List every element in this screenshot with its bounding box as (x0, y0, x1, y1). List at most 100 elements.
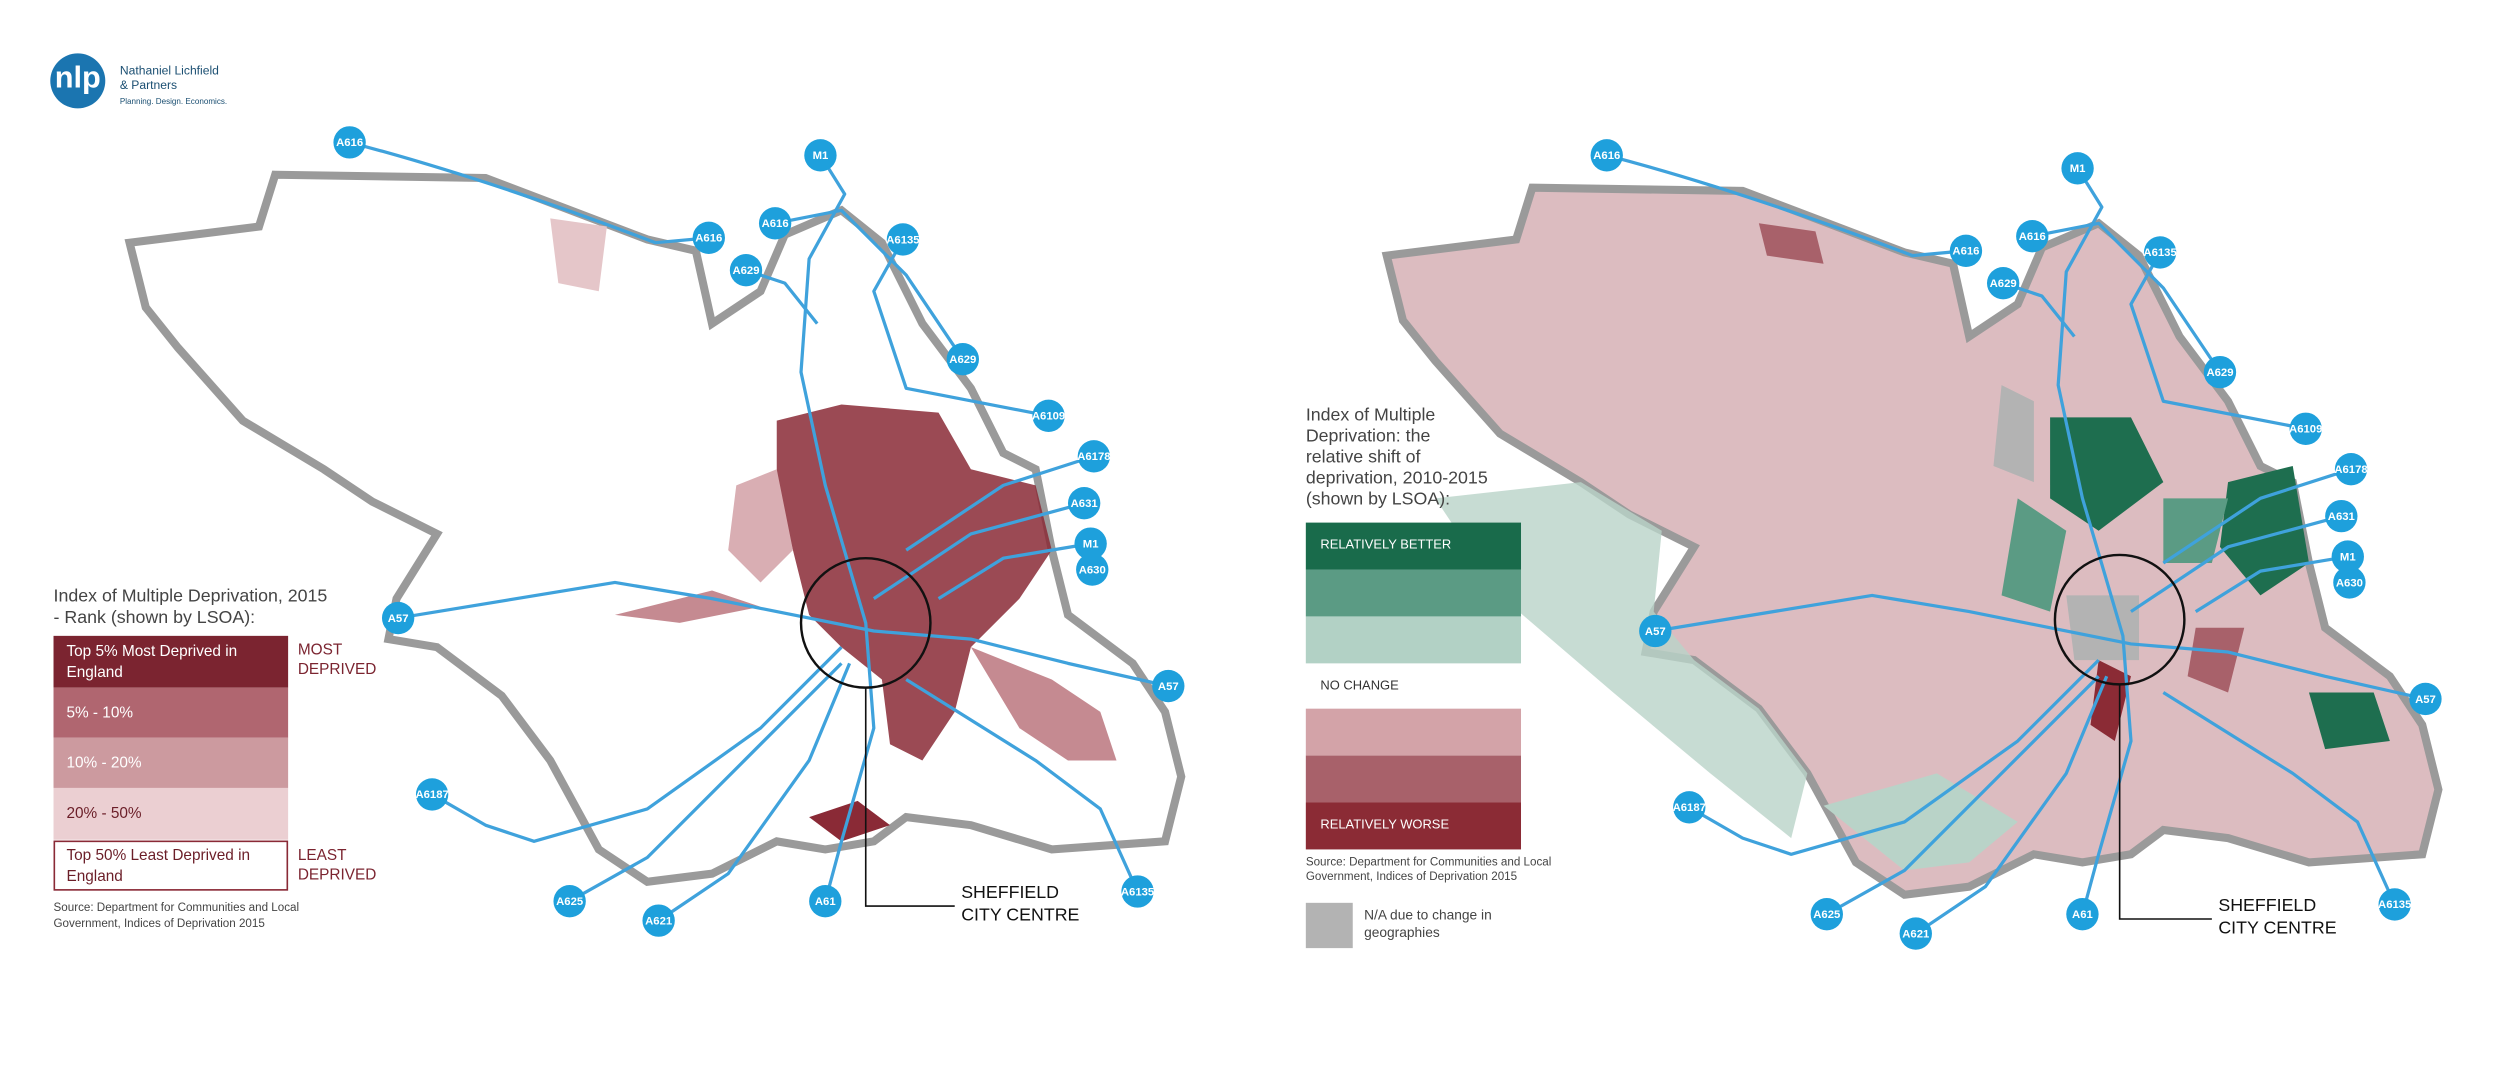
road-label: A57 (1158, 681, 1179, 693)
road-label: A631 (1071, 498, 1098, 510)
source-note: Government, Indices of Deprivation 2015 (1306, 870, 1517, 883)
shift-area (2001, 498, 2067, 612)
legend-title: - Rank (shown by LSOA): (54, 607, 256, 627)
road-shield (381, 601, 415, 635)
legend-swatch (1305, 569, 1522, 617)
legend-label: N/A due to change in (1364, 907, 1492, 922)
deprived-area (970, 647, 1117, 761)
road-label: A625 (556, 896, 583, 908)
road-label: A6109 (2289, 424, 2322, 436)
legend-label: 20% - 50% (66, 805, 141, 822)
road-shield (946, 343, 979, 376)
legend-label: geographies (1364, 925, 1440, 940)
legend-end-label: LEAST (298, 847, 347, 864)
legend-end-label: DEPRIVED (298, 866, 377, 883)
road-label: A630 (1079, 564, 1106, 576)
legend-swatch (1305, 902, 1353, 949)
legend-swatch (53, 737, 289, 788)
road-label: A6187 (1673, 802, 1706, 814)
road-label: A629 (732, 265, 759, 277)
legend-label: 10% - 20% (66, 755, 141, 772)
road-label: A630 (2336, 577, 2363, 589)
road-label: A616 (2019, 231, 2046, 243)
legend-title: Index of Multiple (1306, 405, 1436, 425)
road-label: A616 (695, 233, 722, 245)
city-centre-label: CITY CENTRE (2218, 917, 2336, 937)
legend-title: relative shift of (1306, 447, 1421, 467)
road-shield (1032, 399, 1065, 432)
deprived-area (728, 469, 793, 583)
road-label: A61 (2072, 909, 2093, 921)
road-shield (886, 223, 920, 256)
deprived-area (550, 218, 607, 292)
na-area (2066, 595, 2140, 661)
road-shield (2333, 566, 2366, 599)
legend-label: England (66, 664, 122, 681)
road-label: A6178 (1077, 451, 1110, 463)
road-label: A6135 (2143, 247, 2176, 259)
map-shift-2010-2015 (1305, 153, 2439, 949)
road-label: A61 (815, 896, 836, 908)
road-label: A6135 (2378, 899, 2411, 911)
road-shield (809, 885, 842, 918)
shift-area (2050, 417, 2164, 531)
road-label: M1 (2070, 163, 2086, 175)
road-shield (2378, 888, 2411, 921)
road-shield (804, 139, 837, 172)
legend-end-label: DEPRIVED (298, 661, 377, 678)
deprived-area (776, 404, 1052, 761)
road-label: A616 (762, 218, 789, 230)
shift-area (2163, 498, 2229, 564)
road-shield (1076, 553, 1109, 586)
road-shield (2289, 412, 2322, 445)
legend-end-label: MOST (298, 641, 343, 658)
source-note: Government, Indices of Deprivation 2015 (54, 917, 265, 930)
legend-swatch (1305, 522, 1522, 570)
road-label: A621 (1902, 928, 1929, 940)
road-shield (1639, 614, 1672, 648)
road-shield (2203, 355, 2237, 389)
legend-swatch (53, 687, 289, 738)
deprived-area (809, 800, 891, 842)
road-shield (2331, 540, 2364, 573)
legend-swatch (1305, 755, 1522, 803)
shift-area (2219, 465, 2309, 596)
road-label: A6109 (1032, 411, 1065, 423)
city-centre-label: SHEFFIELD (2218, 895, 2316, 915)
legend-label: NO CHANGE (1320, 677, 1399, 692)
road-shield (1899, 917, 1932, 950)
road-label: M1 (1083, 538, 1099, 550)
road-shield (2066, 897, 2099, 931)
brand-tagline: Planning. Design. Economics. (120, 97, 227, 106)
city-centre-label: CITY CENTRE (961, 904, 1079, 924)
road-label: A631 (2328, 511, 2355, 523)
road-shield (1077, 440, 1111, 473)
road-shield (1673, 791, 1706, 824)
road-label: M1 (2340, 551, 2356, 563)
road-label: A57 (2415, 694, 2436, 706)
shift-area (2090, 660, 2131, 742)
road-label: A629 (949, 354, 976, 366)
legend-label: RELATIVELY WORSE (1320, 817, 1449, 832)
source-note: Source: Department for Communities and L… (54, 901, 300, 914)
logo-mark (50, 53, 106, 109)
legend-label: England (66, 868, 122, 885)
brand-name: Nathaniel Lichfield (120, 63, 219, 77)
shift-area (1823, 773, 2018, 871)
road-shield (1590, 139, 1623, 172)
legend-swatch (1305, 802, 1522, 850)
road-shield (415, 778, 449, 811)
road-label: A621 (645, 915, 672, 927)
road-shield (333, 126, 366, 159)
legend-label: 5% - 10% (66, 705, 133, 722)
legend-swatch (53, 787, 289, 840)
road-label: A616 (336, 137, 363, 149)
legend-title: (shown by LSOA): (1306, 489, 1450, 509)
road-shield (553, 885, 586, 918)
road-label: A57 (1645, 626, 1666, 638)
road-label: A6135 (886, 234, 919, 246)
legend-label: Top 50% Least Deprived in (66, 847, 250, 864)
legend-swatch (1305, 708, 1522, 756)
source-note: Source: Department for Communities and L… (1306, 855, 1552, 868)
